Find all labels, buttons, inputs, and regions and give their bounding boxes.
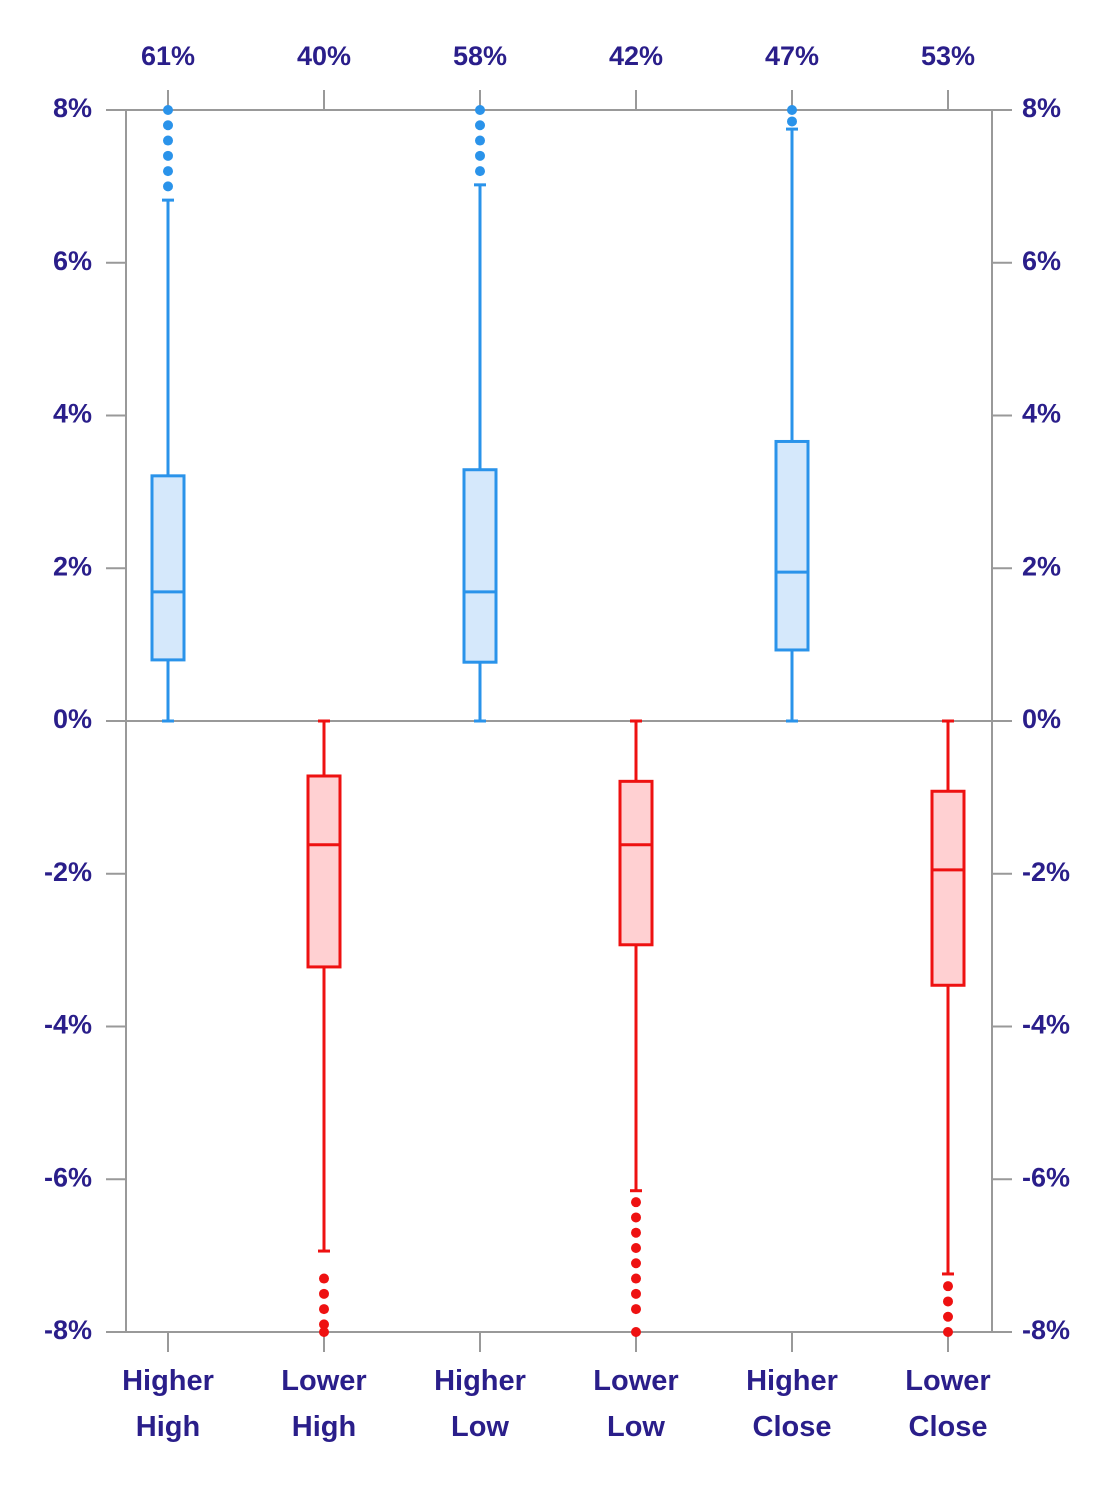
share-label: 61%	[141, 41, 195, 71]
y-tick-label: 6%	[53, 246, 92, 276]
outlier	[631, 1288, 641, 1299]
y2-tick-label: -6%	[1022, 1162, 1070, 1192]
y-tick-label: -8%	[44, 1315, 92, 1345]
x-tick-label: Lower Low	[593, 1365, 679, 1443]
outlier	[631, 1227, 641, 1238]
outlier	[163, 105, 173, 115]
y-tick-label: -6%	[44, 1162, 92, 1192]
y-tick-label: 8%	[53, 93, 92, 123]
y2-tick-label: 0%	[1022, 704, 1061, 734]
outlier	[475, 120, 485, 131]
y-tick-label: 4%	[53, 399, 92, 429]
outlier	[475, 105, 485, 115]
y-tick-label: -4%	[44, 1010, 92, 1040]
outlier	[631, 1327, 641, 1337]
x-tick-label: Lower Close	[905, 1365, 991, 1443]
share-label: 58%	[453, 41, 507, 71]
x-tick-label: Higher Low	[434, 1365, 526, 1443]
outlier	[163, 166, 173, 177]
box	[618, 779, 654, 947]
share-label: 42%	[609, 41, 663, 71]
outlier	[163, 120, 173, 131]
outlier	[475, 166, 485, 177]
outlier	[787, 116, 797, 127]
y2-tick-label: 4%	[1022, 399, 1061, 429]
outlier	[319, 1319, 329, 1330]
outlier	[319, 1288, 329, 1299]
y-tick-label: 0%	[53, 704, 92, 734]
outlier	[163, 135, 173, 146]
outlier	[475, 150, 485, 161]
y2-tick-label: -8%	[1022, 1315, 1070, 1345]
outlier	[319, 1327, 329, 1337]
outlier	[631, 1304, 641, 1315]
outlier	[475, 135, 485, 146]
y-tick-label: -2%	[44, 857, 92, 887]
outlier	[787, 105, 797, 115]
outlier	[631, 1258, 641, 1269]
outlier	[631, 1197, 641, 1208]
box	[462, 468, 498, 664]
box	[774, 439, 810, 652]
y2-tick-label: -4%	[1022, 1010, 1070, 1040]
outlier	[631, 1273, 641, 1284]
share-label: 40%	[297, 41, 351, 71]
y2-tick-label: -2%	[1022, 857, 1070, 887]
outlier	[319, 1304, 329, 1315]
outlier	[163, 181, 173, 192]
box	[150, 474, 186, 662]
y-tick-label: 2%	[53, 551, 92, 581]
share-label: 53%	[921, 41, 975, 71]
y2-tick-label: 2%	[1022, 551, 1061, 581]
outlier	[943, 1311, 953, 1322]
outlier	[943, 1281, 953, 1292]
x-tick-label: Lower High	[281, 1365, 367, 1443]
outlier	[631, 1212, 641, 1223]
outlier	[319, 1273, 329, 1284]
y2-tick-label: 8%	[1022, 93, 1061, 123]
outlier	[943, 1296, 953, 1307]
x-tick-label: Higher High	[122, 1365, 214, 1443]
box	[306, 774, 342, 969]
y2-tick-label: 6%	[1022, 246, 1061, 276]
outlier	[631, 1242, 641, 1253]
x-tick-label: Higher Close	[746, 1365, 838, 1443]
share-label: 47%	[765, 41, 819, 71]
outlier	[943, 1327, 953, 1337]
box	[930, 789, 966, 987]
outlier	[163, 150, 173, 161]
